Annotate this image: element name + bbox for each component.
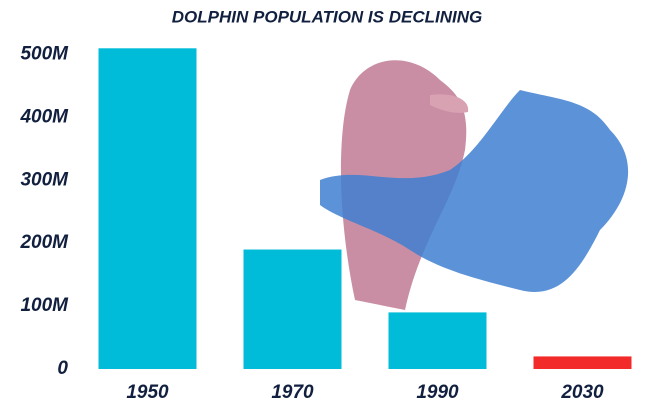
bar xyxy=(243,249,342,369)
bar xyxy=(98,48,197,370)
y-tick-label: 0 xyxy=(57,358,68,379)
x-tick-label: 1950 xyxy=(126,382,169,403)
y-tick-label: 100M xyxy=(20,295,69,316)
x-tick-label: 1990 xyxy=(416,382,459,403)
plastic-bag xyxy=(320,90,629,292)
chart-title: DOLPHIN POPULATION IS DECLINING xyxy=(172,7,482,26)
y-tick-label: 500M xyxy=(20,44,69,65)
y-tick-label: 300M xyxy=(20,169,69,190)
x-tick-label: 2030 xyxy=(560,382,604,403)
x-tick-label: 1970 xyxy=(271,382,314,403)
bar xyxy=(533,356,632,369)
bar xyxy=(388,312,487,369)
dolphin-snout xyxy=(430,94,469,113)
y-tick-label: 400M xyxy=(19,106,69,127)
y-tick-label: 200M xyxy=(19,232,69,253)
dolphin-illustration xyxy=(320,60,629,310)
